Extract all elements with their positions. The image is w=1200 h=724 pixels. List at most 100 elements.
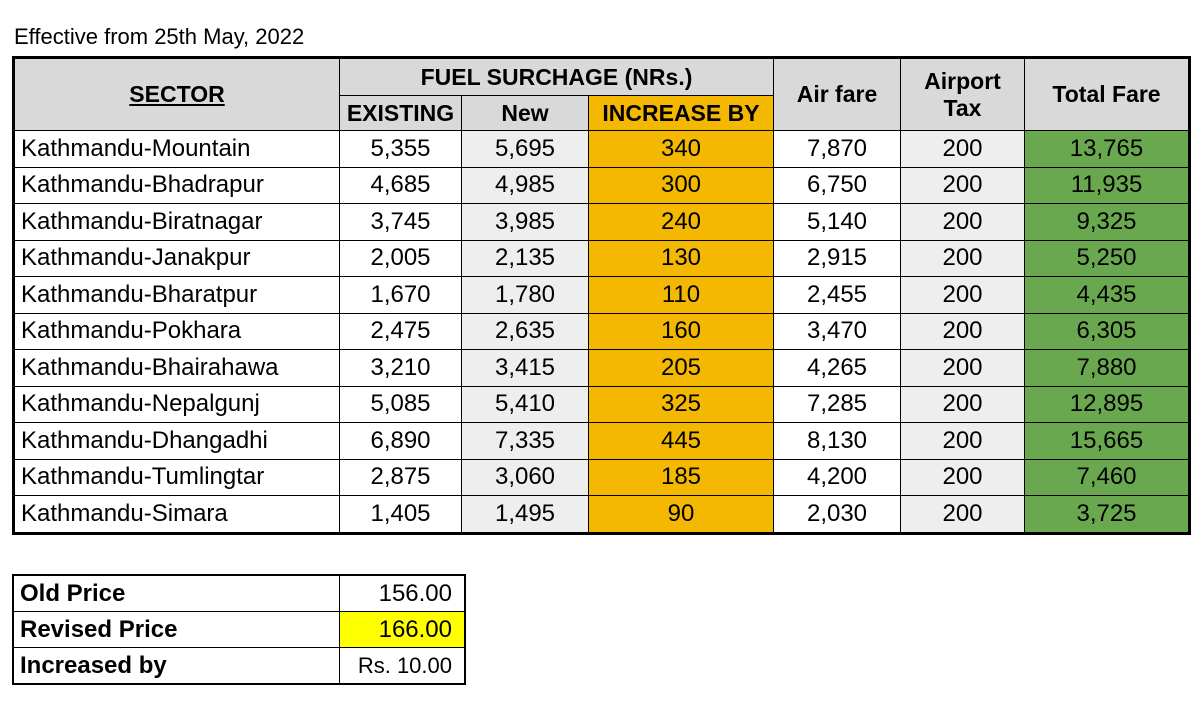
increase-by-header: INCREASE BY — [588, 95, 774, 131]
air-fare-cell: 7,285 — [773, 385, 901, 423]
increase-cell: 325 — [588, 385, 774, 423]
existing-cell: 2,475 — [339, 312, 462, 350]
revised-price-row: Revised Price 166.00 — [12, 611, 466, 648]
existing-cell: 2,875 — [339, 458, 462, 496]
existing-header: EXISTING — [339, 95, 462, 131]
increased-by-value: Rs. 10.00 — [338, 647, 466, 685]
revised-price-value: 166.00 — [338, 611, 466, 648]
airport-tax-cell: 200 — [900, 495, 1025, 534]
existing-cell: 5,355 — [339, 130, 462, 168]
table-row: Kathmandu-Bhairahawa 3,210 3,415 205 4,265 20… — [13, 349, 1190, 387]
sector-cell: Kathmandu-Bhadrapur — [13, 166, 340, 204]
total-fare-cell: 9,325 — [1024, 203, 1190, 241]
fare-table-body: Kathmandu-Mountain 5,355 5,695 340 7,870 200 1… — [13, 130, 1190, 534]
old-price-label: Old Price — [12, 574, 340, 612]
increase-cell: 130 — [588, 239, 774, 277]
airport-tax-cell: 200 — [900, 458, 1025, 496]
sector-cell: Kathmandu-Mountain — [13, 130, 340, 168]
total-fare-header: Total Fare — [1024, 57, 1190, 131]
air-fare-cell: 2,030 — [773, 495, 901, 534]
new-cell: 4,985 — [461, 166, 589, 204]
airport-tax-header-line1: Airport — [924, 67, 1001, 94]
total-fare-cell: 13,765 — [1024, 130, 1190, 168]
price-table: Old Price 156.00 Revised Price 166.00 In… — [12, 574, 466, 685]
total-fare-cell: 3,725 — [1024, 495, 1190, 534]
table-row: Kathmandu-Simara 1,405 1,495 90 2,030 200 3,72… — [13, 495, 1190, 534]
new-cell: 1,495 — [461, 495, 589, 534]
table-row: Kathmandu-Janakpur 2,005 2,135 130 2,915 200 5… — [13, 239, 1190, 277]
air-fare-cell: 2,455 — [773, 276, 901, 314]
airport-tax-cell: 200 — [900, 239, 1025, 277]
new-cell: 5,410 — [461, 385, 589, 423]
effective-date: Effective from 25th May, 2022 — [14, 24, 305, 49]
increase-cell: 160 — [588, 312, 774, 350]
airport-tax-cell: 200 — [900, 166, 1025, 204]
total-fare-cell: 4,435 — [1024, 276, 1190, 314]
increased-by-row: Increased by Rs. 10.00 — [12, 647, 466, 685]
increase-cell: 90 — [588, 495, 774, 534]
airport-tax-header: Airport Tax — [900, 57, 1025, 131]
sector-cell: Kathmandu-Simara — [13, 495, 340, 534]
table-row: Kathmandu-Pokhara 2,475 2,635 160 3,470 200 6,… — [13, 312, 1190, 350]
sector-cell: Kathmandu-Bhairahawa — [13, 349, 340, 387]
airport-tax-cell: 200 — [900, 130, 1025, 168]
air-fare-cell: 8,130 — [773, 422, 901, 460]
airport-tax-header-line2: Tax — [943, 94, 982, 121]
existing-cell: 3,745 — [339, 203, 462, 241]
increase-cell: 240 — [588, 203, 774, 241]
airport-tax-cell: 200 — [900, 276, 1025, 314]
existing-cell: 4,685 — [339, 166, 462, 204]
total-fare-cell: 12,895 — [1024, 385, 1190, 423]
new-header: New — [461, 95, 589, 131]
total-fare-cell: 15,665 — [1024, 422, 1190, 460]
sector-cell: Kathmandu-Pokhara — [13, 312, 340, 350]
air-fare-cell: 5,140 — [773, 203, 901, 241]
total-fare-cell: 7,880 — [1024, 349, 1190, 387]
air-fare-cell: 4,200 — [773, 458, 901, 496]
air-fare-header: Air fare — [773, 57, 901, 131]
total-fare-cell: 6,305 — [1024, 312, 1190, 350]
new-cell: 2,135 — [461, 239, 589, 277]
new-cell: 3,060 — [461, 458, 589, 496]
table-row: Kathmandu-Biratnagar 3,745 3,985 240 5,140 20… — [13, 203, 1190, 241]
air-fare-cell: 6,750 — [773, 166, 901, 204]
table-row: Kathmandu-Bharatpur 1,670 1,780 110 2,455 200… — [13, 276, 1190, 314]
sector-cell: Kathmandu-Bharatpur — [13, 276, 340, 314]
sector-cell: Kathmandu-Dhangadhi — [13, 422, 340, 460]
airport-tax-cell: 200 — [900, 312, 1025, 350]
increase-cell: 205 — [588, 349, 774, 387]
increase-cell: 110 — [588, 276, 774, 314]
fare-table: SECTOR FUEL SURCHAGE (NRs.) Air fare Air… — [12, 56, 1191, 535]
revised-price-label: Revised Price — [12, 611, 340, 648]
existing-cell: 1,405 — [339, 495, 462, 534]
increased-by-label: Increased by — [12, 647, 340, 685]
increase-cell: 445 — [588, 422, 774, 460]
airport-tax-cell: 200 — [900, 385, 1025, 423]
fare-table-header: SECTOR FUEL SURCHAGE (NRs.) Air fare Air… — [13, 57, 1190, 131]
new-cell: 3,985 — [461, 203, 589, 241]
air-fare-cell: 7,870 — [773, 130, 901, 168]
total-fare-cell: 11,935 — [1024, 166, 1190, 204]
table-row: Kathmandu-Mountain 5,355 5,695 340 7,870 200 1… — [13, 130, 1190, 168]
air-fare-cell: 3,470 — [773, 312, 901, 350]
new-cell: 5,695 — [461, 130, 589, 168]
sector-cell: Kathmandu-Janakpur — [13, 239, 340, 277]
air-fare-cell: 2,915 — [773, 239, 901, 277]
new-cell: 3,415 — [461, 349, 589, 387]
new-cell: 2,635 — [461, 312, 589, 350]
existing-cell: 6,890 — [339, 422, 462, 460]
total-fare-cell: 7,460 — [1024, 458, 1190, 496]
sector-cell: Kathmandu-Tumlingtar — [13, 458, 340, 496]
existing-cell: 5,085 — [339, 385, 462, 423]
table-row: Kathmandu-Dhangadhi 6,890 7,335 445 8,130 200… — [13, 422, 1190, 460]
table-row: Kathmandu-Tumlingtar 2,875 3,060 185 4,200 20… — [13, 458, 1190, 496]
increase-cell: 185 — [588, 458, 774, 496]
total-fare-cell: 5,250 — [1024, 239, 1190, 277]
existing-cell: 3,210 — [339, 349, 462, 387]
new-cell: 7,335 — [461, 422, 589, 460]
sector-cell: Kathmandu-Biratnagar — [13, 203, 340, 241]
airport-tax-cell: 200 — [900, 422, 1025, 460]
existing-cell: 1,670 — [339, 276, 462, 314]
airport-tax-cell: 200 — [900, 203, 1025, 241]
sector-cell: Kathmandu-Nepalgunj — [13, 385, 340, 423]
